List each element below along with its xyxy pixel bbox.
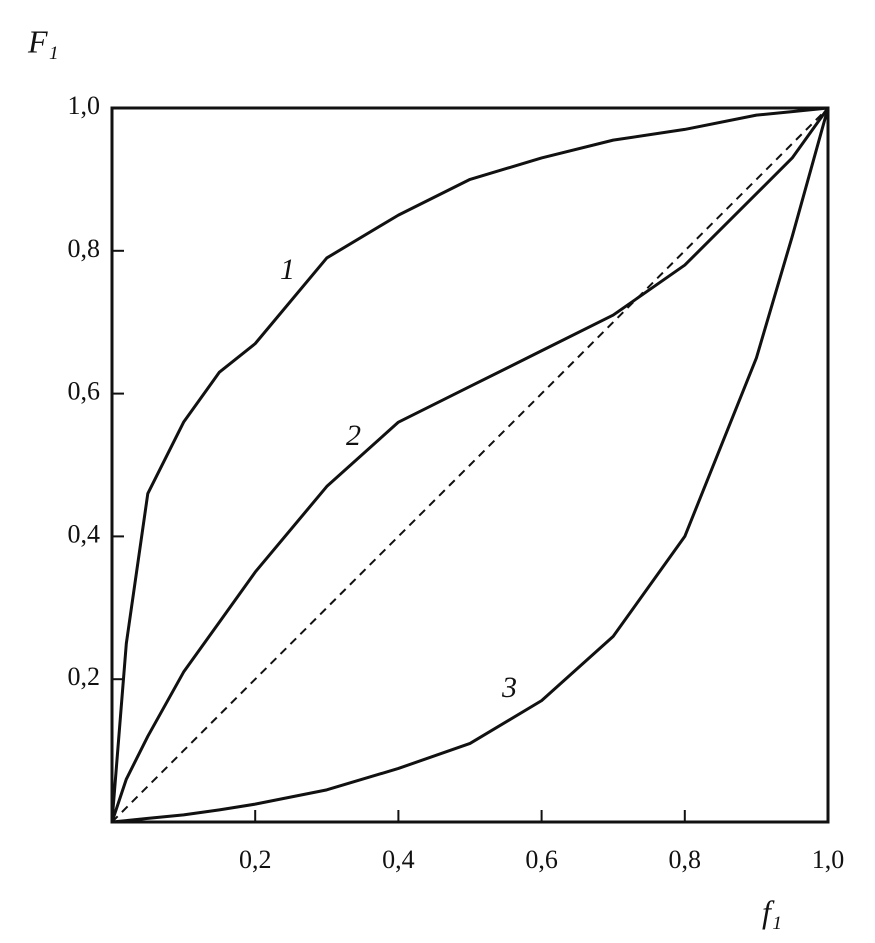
x-tick-label: 1,0 xyxy=(812,845,845,874)
y-tick-label: 0,6 xyxy=(68,377,101,406)
curve xyxy=(110,107,830,823)
x-tick-label: 0,4 xyxy=(382,845,415,874)
curve xyxy=(111,107,830,824)
curve-label: 3 xyxy=(501,671,517,704)
x-tick-label: 0,8 xyxy=(669,845,702,874)
y-tick-label: 0,2 xyxy=(68,662,101,691)
x-tick-label: 0,6 xyxy=(525,845,558,874)
diagonal-line xyxy=(111,107,829,823)
x-tick-label: 0,2 xyxy=(239,845,272,874)
y-tick-label: 0,4 xyxy=(68,519,101,548)
y-axis-label: F₁ xyxy=(27,23,59,59)
y-tick-label: 1,0 xyxy=(68,91,101,120)
x-axis-label: f₁ xyxy=(762,893,782,929)
curve-label: 1 xyxy=(280,253,295,286)
y-tick-label: 0,8 xyxy=(68,234,101,263)
curve-label: 2 xyxy=(346,419,361,452)
plot-frame xyxy=(110,106,830,824)
curve xyxy=(110,106,829,823)
